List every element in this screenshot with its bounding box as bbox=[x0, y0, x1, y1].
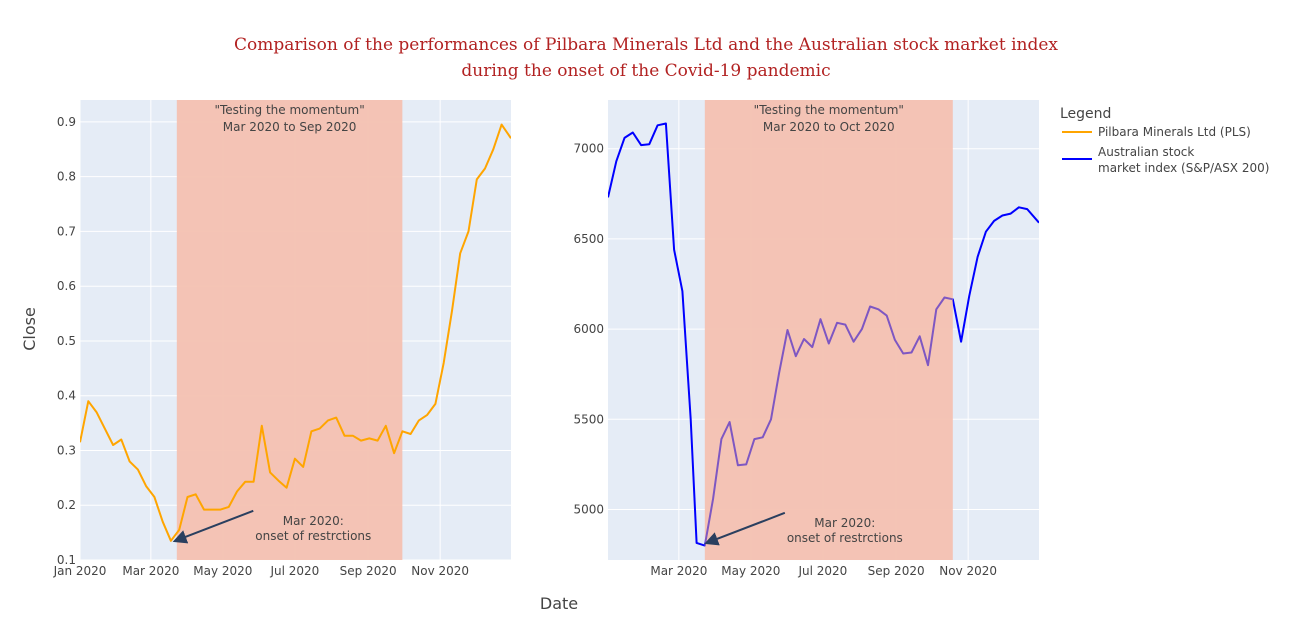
annotation-arrow bbox=[172, 509, 254, 544]
legend-item-asx[interactable]: Australian stock market index (S&P/ASX 2… bbox=[1062, 145, 1269, 175]
series-inside-region bbox=[704, 296, 953, 547]
shaded-region bbox=[704, 100, 953, 560]
arrow-label-line2: onset of restrctions bbox=[787, 531, 903, 545]
x-tick-label: Sep 2020 bbox=[868, 564, 925, 578]
x-tick-label: Nov 2020 bbox=[411, 564, 469, 578]
x-tick-label: Jul 2020 bbox=[269, 564, 319, 578]
y-tick-label: 0.3 bbox=[57, 443, 76, 457]
shaded-region bbox=[176, 100, 403, 560]
region-label-line1: "Testing the momentum" bbox=[754, 103, 904, 117]
y-tick-label: 5000 bbox=[573, 502, 604, 516]
y-tick-label: 0.5 bbox=[57, 334, 76, 348]
x-tick-label: Sep 2020 bbox=[340, 564, 397, 578]
region-label-line2: Mar 2020 to Oct 2020 bbox=[763, 120, 895, 134]
asx-chart-panel: 5000 5500 6000 6500 7000 Mar 2020 May 2020 Jul … bbox=[573, 100, 1039, 578]
legend: Legend Pilbara Minerals Ltd (PLS) Austra… bbox=[1060, 106, 1269, 175]
y-tick-label: 5500 bbox=[573, 412, 604, 426]
legend-label-asx-line1: Australian stock bbox=[1098, 145, 1194, 159]
y-tick-label: 6000 bbox=[573, 322, 604, 336]
legend-title: Legend bbox=[1060, 106, 1111, 122]
y-tick-label: 6500 bbox=[573, 232, 604, 246]
x-tick-label: Jul 2020 bbox=[797, 564, 847, 578]
region-label-line1: "Testing the momentum" bbox=[214, 103, 364, 117]
arrow-label-line1: Mar 2020: bbox=[814, 516, 875, 530]
chart-title-line1: Comparison of the performances of Pilbar… bbox=[234, 35, 1058, 55]
y-tick-label: 0.8 bbox=[57, 170, 76, 184]
y-tick-label: 0.4 bbox=[57, 389, 76, 403]
series-group bbox=[608, 122, 1039, 547]
x-tick-label: May 2020 bbox=[721, 564, 780, 578]
series-line bbox=[80, 123, 511, 542]
y-tick-label: 0.7 bbox=[57, 224, 76, 238]
arrow-label-line2: onset of restrctions bbox=[255, 529, 371, 543]
pls-chart-panel: 0.1 0.2 0.3 0.4 0.5 0.6 0.7 0.8 0.9 Jan 2020 Mar 2… bbox=[53, 100, 511, 578]
legend-label-asx-line2: market index (S&P/ASX 200) bbox=[1098, 161, 1269, 175]
x-tick-label: Mar 2020 bbox=[650, 564, 707, 578]
y-tick-label: 0.9 bbox=[57, 115, 76, 129]
x-axis-title: Date bbox=[540, 594, 578, 613]
series-group bbox=[80, 123, 511, 542]
x-tick-label: Jan 2020 bbox=[53, 564, 107, 578]
y-axis-title: Close bbox=[20, 307, 39, 351]
x-tick-label: Mar 2020 bbox=[122, 564, 179, 578]
y-tick-label: 0.1 bbox=[57, 553, 76, 567]
x-tick-label: May 2020 bbox=[193, 564, 252, 578]
legend-item-pls[interactable]: Pilbara Minerals Ltd (PLS) bbox=[1062, 125, 1251, 139]
arrow-label-line1: Mar 2020: bbox=[283, 514, 344, 528]
x-tick-label: Nov 2020 bbox=[939, 564, 997, 578]
annotation-arrow bbox=[704, 511, 786, 546]
y-tick-label: 7000 bbox=[573, 142, 604, 156]
y-tick-label: 0.2 bbox=[57, 498, 76, 512]
legend-label-pls: Pilbara Minerals Ltd (PLS) bbox=[1098, 125, 1251, 139]
region-label-line2: Mar 2020 to Sep 2020 bbox=[223, 120, 357, 134]
series-line-highlight bbox=[704, 296, 953, 547]
y-tick-label: 0.6 bbox=[57, 279, 76, 293]
chart-title-line2: during the onset of the Covid-19 pandemi… bbox=[461, 61, 830, 81]
